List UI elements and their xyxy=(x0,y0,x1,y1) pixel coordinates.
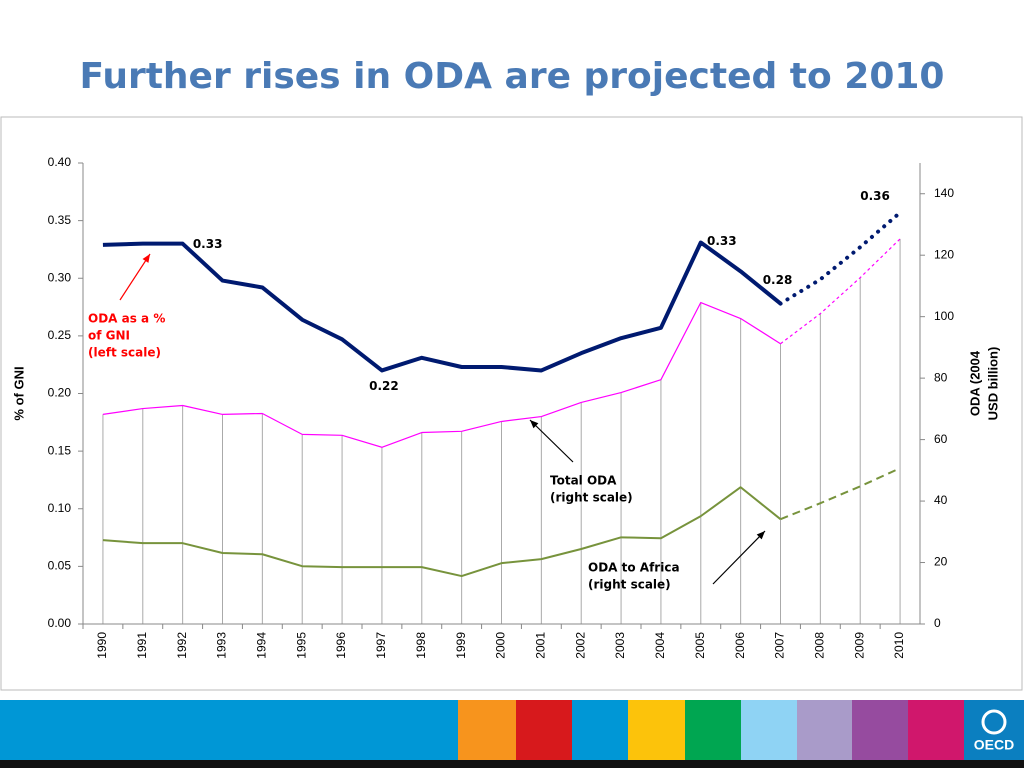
series-line xyxy=(102,240,782,373)
footer: OECD xyxy=(0,700,1024,768)
y2-tick-label: 40 xyxy=(934,493,948,507)
x-tick-label: 2010 xyxy=(892,632,906,659)
y2-tick-label: 120 xyxy=(934,247,954,261)
annotation: (right scale) xyxy=(550,491,633,505)
x-tick-label: 2005 xyxy=(693,632,707,659)
arrow-head xyxy=(756,531,765,540)
y2-tick-label: 140 xyxy=(934,186,954,200)
x-tick-label: 1993 xyxy=(215,632,229,659)
footer-block xyxy=(516,700,572,760)
x-tick-label: 1996 xyxy=(334,632,348,659)
annotation: ODA to Africa xyxy=(588,561,680,575)
annotation: (left scale) xyxy=(88,346,161,360)
x-tick-label: 1997 xyxy=(374,632,388,659)
y2-axis-label: USD billion) xyxy=(985,347,1000,421)
footer-band xyxy=(0,700,458,760)
y-axis-label: % of GNI xyxy=(11,366,26,420)
footer-block xyxy=(908,700,964,760)
y2-tick-label: 0 xyxy=(934,616,941,630)
y-tick-label: 0.00 xyxy=(48,616,72,630)
y2-axis-label: ODA (2004 xyxy=(967,350,982,416)
x-tick-label: 2002 xyxy=(573,632,587,659)
annotation: (right scale) xyxy=(588,578,671,592)
y-tick-label: 0.40 xyxy=(48,155,72,169)
y2-tick-label: 20 xyxy=(934,555,948,569)
data-label: 0.28 xyxy=(763,273,793,287)
y2-tick-label: 100 xyxy=(934,309,954,323)
data-label: 0.33 xyxy=(707,234,737,248)
x-tick-label: 1992 xyxy=(175,632,189,659)
x-tick-label: 2001 xyxy=(534,632,548,659)
chart-title: Further rises in ODA are projected to 20… xyxy=(80,56,945,97)
logo-text: OECD xyxy=(974,737,1014,753)
annotation: Total ODA xyxy=(550,474,617,488)
y-tick-label: 0.15 xyxy=(48,443,72,457)
projection-line xyxy=(778,210,903,306)
annotation-arrow xyxy=(529,419,574,463)
y-tick-label: 0.30 xyxy=(48,270,72,284)
footer-block xyxy=(572,700,628,760)
x-tick-label: 2000 xyxy=(494,632,508,659)
projection-line xyxy=(780,467,901,521)
y-tick-label: 0.25 xyxy=(48,328,72,342)
data-label: 0.33 xyxy=(193,237,223,251)
y2-tick-label: 80 xyxy=(934,370,948,384)
y-tick-label: 0.20 xyxy=(48,386,72,400)
footer-block xyxy=(797,700,852,760)
y-tick-label: 0.05 xyxy=(48,559,72,573)
footer-line xyxy=(0,760,1024,768)
footer-block xyxy=(685,700,741,760)
x-tick-label: 1994 xyxy=(255,632,269,659)
x-tick-label: 1999 xyxy=(454,632,468,659)
arrow-head xyxy=(142,254,150,263)
x-tick-label: 1998 xyxy=(414,632,428,659)
data-label: 0.36 xyxy=(860,189,890,203)
x-tick-label: 2009 xyxy=(852,632,866,659)
x-tick-label: 2004 xyxy=(653,632,667,659)
arrow-head xyxy=(530,420,539,429)
x-tick-label: 2007 xyxy=(773,632,787,659)
x-tick-label: 2006 xyxy=(733,632,747,659)
series-line xyxy=(102,486,782,578)
footer-block xyxy=(628,700,685,760)
annotation-arrow xyxy=(119,253,151,301)
y2-tick-label: 60 xyxy=(934,432,948,446)
footer-block xyxy=(741,700,797,760)
x-tick-label: 1991 xyxy=(135,632,149,659)
footer-block xyxy=(458,700,516,760)
x-tick-label: 1990 xyxy=(95,632,109,659)
x-tick-label: 1995 xyxy=(294,632,308,659)
footer-block xyxy=(852,700,908,760)
logo-mark xyxy=(981,709,1007,735)
projection-line xyxy=(780,238,901,345)
series-line xyxy=(102,301,781,448)
annotation: of GNI xyxy=(88,329,130,343)
x-tick-label: 2003 xyxy=(613,632,627,659)
y-tick-label: 0.10 xyxy=(48,501,72,515)
y-tick-label: 0.35 xyxy=(48,213,72,227)
chart-frame xyxy=(0,116,1023,691)
x-tick-label: 2008 xyxy=(813,632,827,659)
data-label: 0.22 xyxy=(369,379,399,393)
annotation-arrow xyxy=(712,530,766,585)
annotation: ODA as a % xyxy=(88,312,165,326)
